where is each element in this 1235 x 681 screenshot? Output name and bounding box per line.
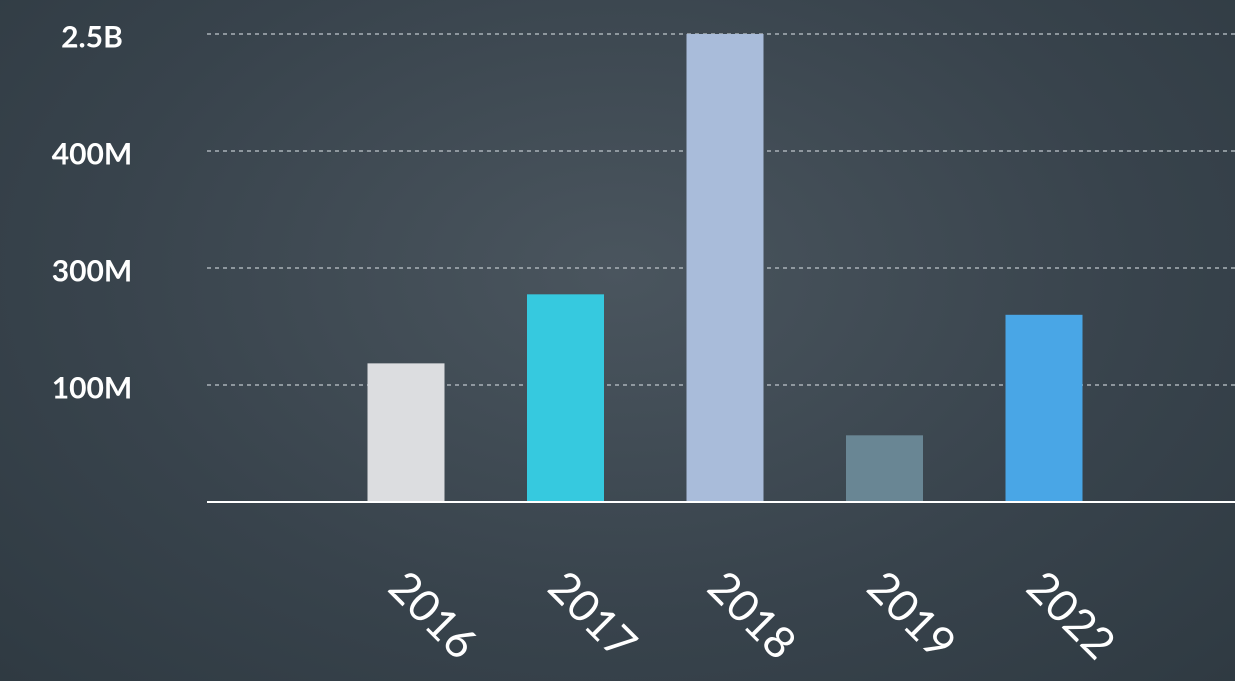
x-tick-label: 2016 [379,560,488,669]
bar [1005,314,1083,502]
x-tick-label: 2022 [1017,560,1126,669]
x-tick-label: 2018 [698,560,807,669]
y-tick-label: 400M [52,136,133,172]
bar [527,294,604,502]
x-tick-label: 2019 [858,560,967,669]
bar [846,435,923,502]
x-tick-label: 2017 [539,560,648,669]
bar [367,363,445,502]
y-tick-label: 2.5B [61,19,123,55]
bar [686,34,764,502]
y-tick-label: 100M [52,370,133,406]
y-tick-label: 300M [52,253,133,289]
